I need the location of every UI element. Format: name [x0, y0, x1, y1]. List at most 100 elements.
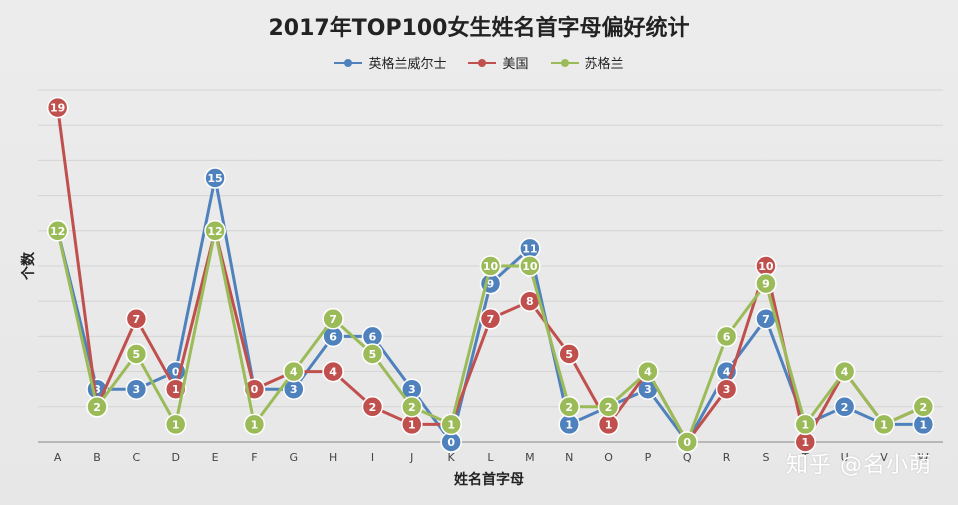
chart-legend: 英格兰威尔士 美国 苏格兰 [0, 53, 958, 72]
data-point [479, 255, 502, 277]
legend-item-scotland: 苏格兰 [550, 53, 624, 72]
data-label: 11 [522, 242, 537, 255]
x-tick-label: F [251, 451, 257, 464]
data-point [755, 272, 777, 295]
data-point [833, 396, 856, 418]
data-point [204, 220, 226, 242]
data-label: 1 [251, 418, 259, 431]
data-label: 6 [369, 330, 377, 343]
data-point [164, 413, 187, 436]
data-label: 1 [919, 418, 927, 431]
data-point [46, 220, 69, 242]
data-label: 12 [50, 225, 65, 238]
data-label: 9 [762, 278, 770, 291]
legend-swatch-england-wales [334, 58, 363, 68]
data-label: 19 [50, 102, 65, 115]
data-label: 9 [487, 278, 495, 291]
data-label: 10 [758, 260, 774, 273]
data-label: 1 [447, 418, 455, 431]
legend-label-scotland: 苏格兰 [584, 57, 624, 72]
data-label: 1 [408, 418, 416, 431]
legend-item-england-wales: 英格兰威尔士 [334, 53, 446, 72]
data-point [479, 308, 502, 330]
x-tick-label: Q [683, 451, 692, 464]
data-point [794, 413, 817, 436]
x-tick-label: H [329, 451, 337, 464]
data-label: 1 [172, 418, 180, 431]
data-label: 3 [290, 383, 298, 396]
x-tick-label: E [212, 451, 219, 464]
data-point [204, 167, 226, 189]
grid-lines [38, 89, 943, 443]
data-label: 2 [605, 401, 613, 414]
data-label: 10 [522, 260, 538, 273]
x-tick-label: V [880, 451, 888, 464]
data-label: 3 [93, 383, 101, 396]
legend-swatch-scotland [550, 58, 579, 68]
data-point [361, 343, 384, 365]
data-point [715, 325, 738, 348]
data-label: 0 [251, 383, 259, 396]
data-point [833, 360, 856, 383]
data-label: 3 [723, 383, 731, 396]
data-label: 12 [207, 225, 222, 238]
x-tick-label: M [525, 451, 535, 464]
data-point [243, 413, 266, 436]
data-point [125, 343, 148, 365]
data-label: 3 [644, 383, 652, 396]
x-tick-label: T [801, 451, 809, 464]
data-label: 2 [369, 401, 377, 414]
data-label: 1 [801, 436, 809, 449]
data-point [322, 360, 344, 383]
data-label: 10 [483, 260, 499, 273]
data-point [46, 96, 69, 119]
legend-label-england-wales: 英格兰威尔士 [368, 57, 447, 72]
x-tick-label: I [371, 451, 374, 464]
data-label: 2 [565, 401, 573, 414]
x-tick-label: A [54, 451, 62, 464]
data-label: 2 [408, 401, 416, 414]
data-point [361, 396, 384, 418]
data-point [125, 378, 148, 400]
chart-title: 2017年TOP100女生姓名首字母偏好统计 [268, 16, 690, 41]
data-label: 6 [329, 330, 337, 343]
data-label: 1 [172, 383, 180, 396]
data-label: 4 [290, 366, 298, 379]
legend-swatch-usa [468, 58, 497, 68]
watermark: 知乎 @名小萌 [786, 453, 932, 478]
x-tick-label: R [723, 451, 731, 464]
x-axis: A B C D E F G H I J K L M N O P Q R S T U V W [54, 451, 929, 464]
x-tick-label: J [409, 451, 413, 464]
data-point [519, 255, 541, 277]
data-label: 5 [133, 348, 141, 361]
x-tick-label: K [448, 451, 456, 464]
data-label: 3 [133, 383, 141, 396]
data-label: 5 [565, 348, 573, 361]
data-label: 2 [93, 401, 101, 414]
series-layer: 1233015036630911123047021119271120442117… [46, 96, 935, 453]
data-point [558, 396, 580, 418]
data-point [322, 308, 344, 330]
data-label: 0 [447, 436, 455, 449]
legend-item-usa: 美国 [468, 53, 529, 72]
x-tick-label: N [565, 451, 573, 464]
data-label: 8 [526, 295, 534, 308]
x-tick-label: P [645, 451, 652, 464]
x-tick-label: U [841, 451, 849, 464]
x-tick-label: D [171, 451, 179, 464]
x-tick-label: B [93, 451, 101, 464]
data-label: 7 [133, 313, 141, 326]
data-label: 5 [369, 348, 377, 361]
x-tick-label: W [918, 451, 929, 464]
data-label: 1 [565, 418, 573, 431]
data-point [401, 396, 423, 418]
data-label: 0 [683, 436, 691, 449]
data-label: 1 [880, 418, 888, 431]
data-label: 1 [801, 418, 809, 431]
legend-label-usa: 美国 [502, 57, 529, 72]
data-point [873, 413, 895, 436]
x-tick-label: O [604, 451, 613, 464]
data-point [597, 396, 620, 418]
